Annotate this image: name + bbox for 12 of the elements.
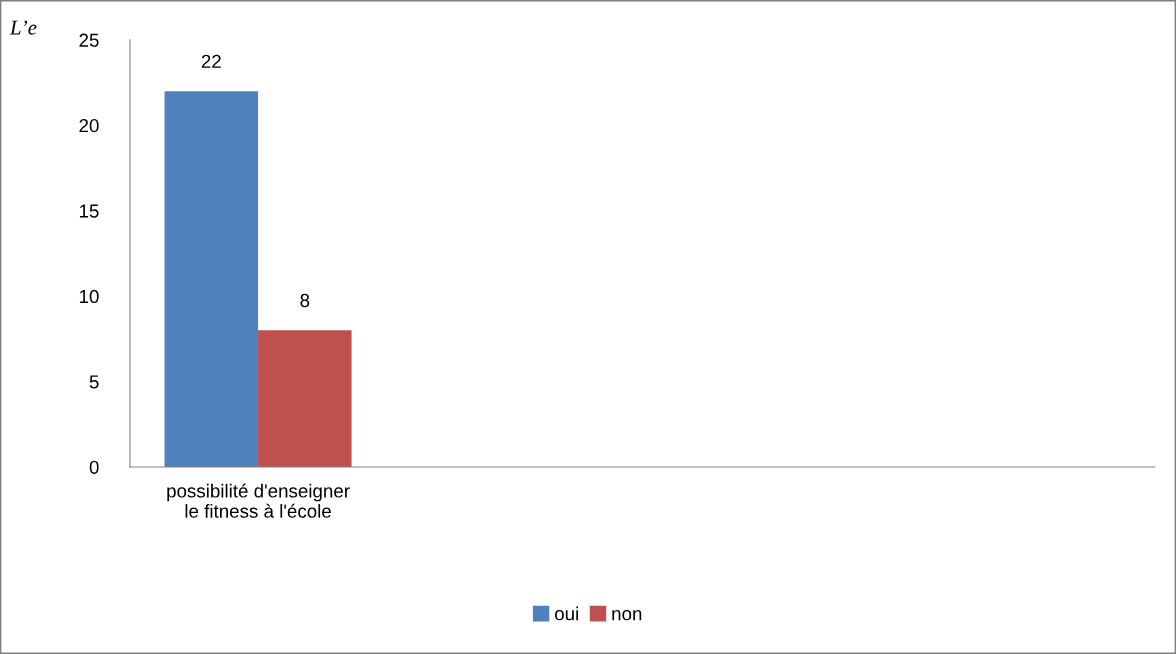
y-tick-label: 15 [79, 204, 99, 218]
legend-label: non [612, 610, 642, 621]
data-label: 8 [300, 293, 310, 308]
y-tick-label: 5 [89, 375, 99, 389]
y-tick-label: 10 [79, 289, 99, 304]
x-tick-label: possibilité d'enseigner le fitness à l'école [167, 483, 350, 518]
y-tick-label: 0 [89, 460, 99, 474]
legend-label: oui [555, 606, 578, 621]
text: L’e [9, 20, 37, 35]
data-label: 22 [201, 54, 221, 68]
y-tick-label: 25 [79, 33, 99, 47]
y-tick-label: 20 [79, 119, 99, 133]
